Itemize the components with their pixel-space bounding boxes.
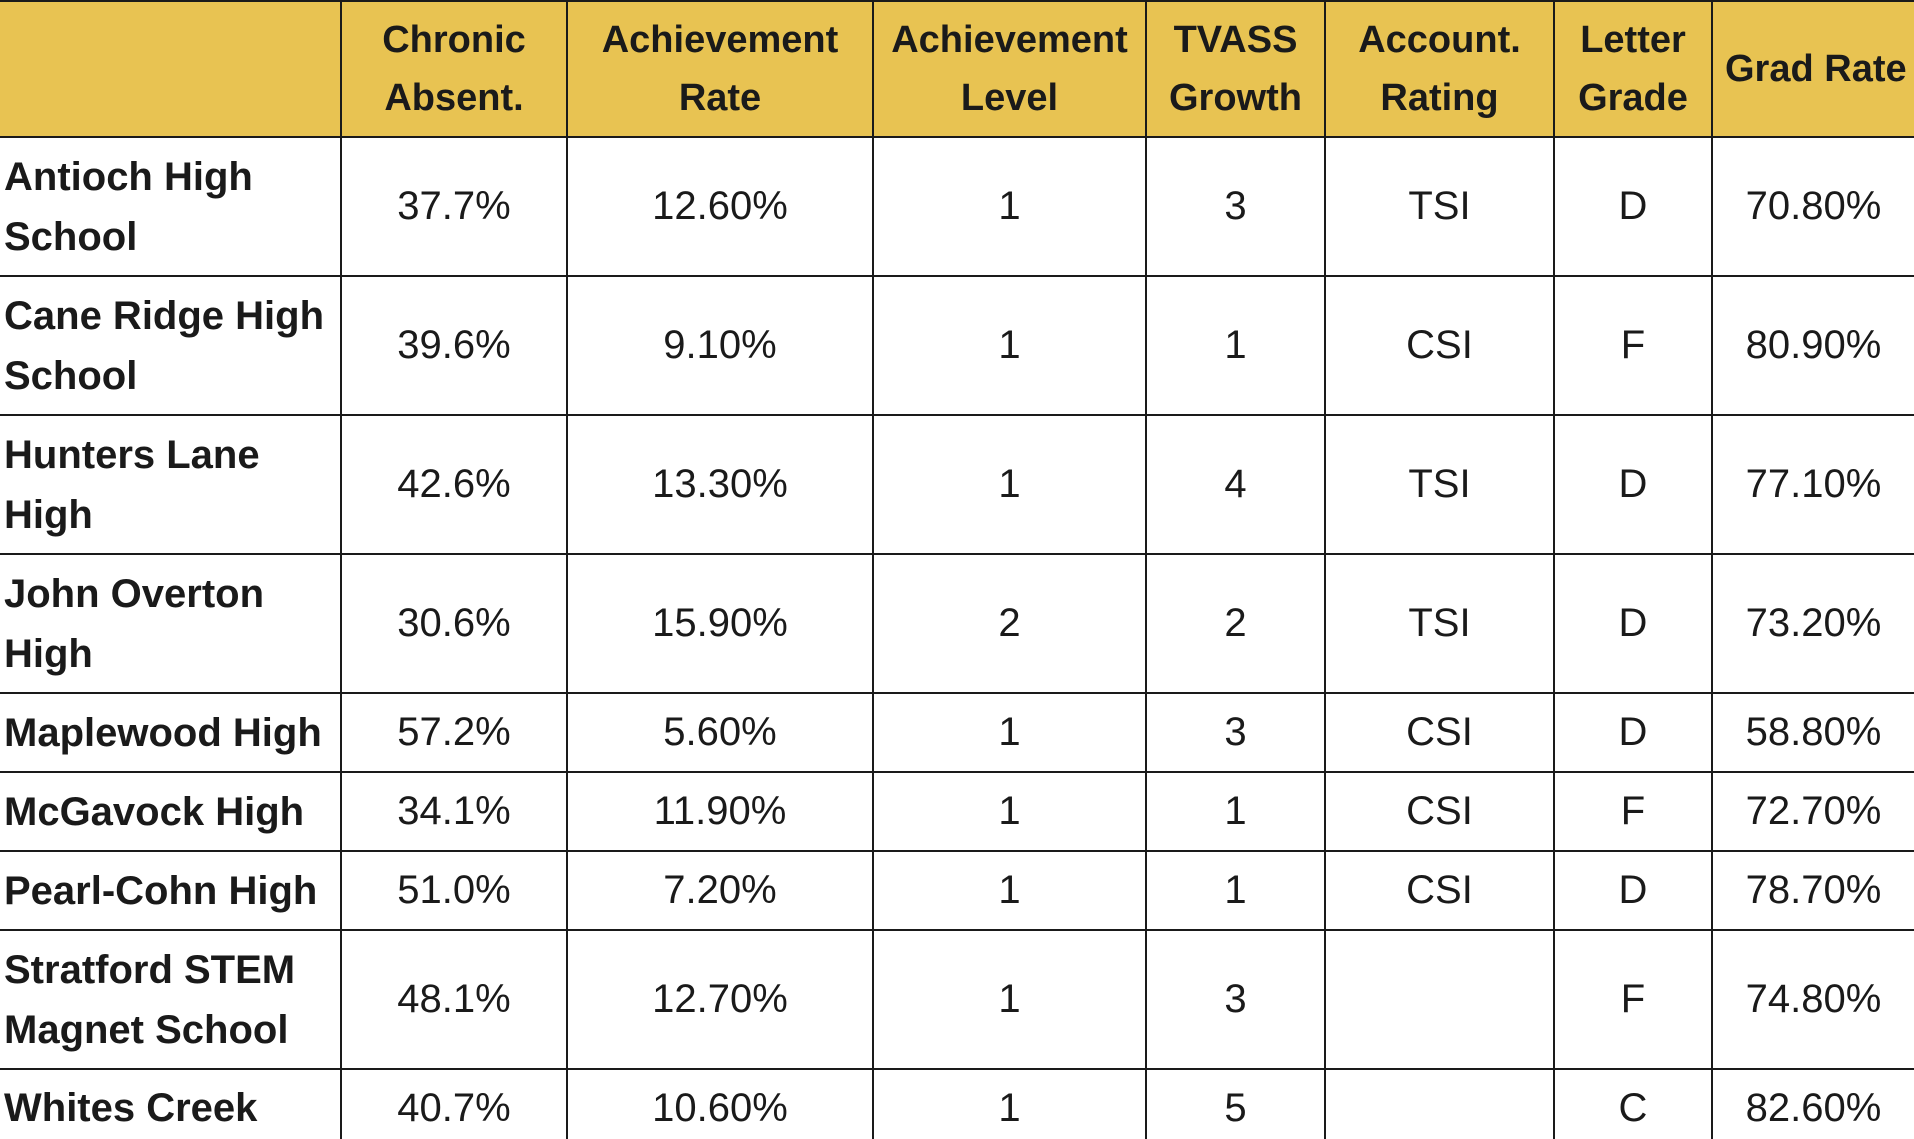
cell-letter-grade: F (1553, 771, 1713, 852)
cell-account-rating: CSI (1324, 692, 1555, 773)
header-account-rating: Account. Rating (1324, 0, 1555, 138)
school-name: John Overton High (0, 553, 342, 694)
cell-achievement-level: 2 (872, 553, 1147, 694)
cell-tvass-growth: 4 (1145, 414, 1326, 555)
cell-chronic-absent: 48.1% (340, 929, 568, 1070)
header-achievement-level: Achievement Level (872, 0, 1147, 138)
cell-letter-grade: D (1553, 414, 1713, 555)
table-row: Maplewood High 57.2% 5.60% 1 3 CSI D 58.… (0, 692, 1914, 773)
school-name: Cane Ridge High School (0, 275, 342, 416)
header-achievement-rate: Achievement Rate (566, 0, 874, 138)
header-grad-rate: Grad Rate (1711, 0, 1914, 138)
cell-achievement-level: 1 (872, 850, 1147, 931)
cell-letter-grade: F (1553, 929, 1713, 1070)
school-name: Stratford STEM Magnet School (0, 929, 342, 1070)
cell-achievement-rate: 10.60% (566, 1068, 874, 1139)
cell-letter-grade: C (1553, 1068, 1713, 1139)
cell-achievement-rate: 12.60% (566, 136, 874, 277)
cell-grad-rate: 80.90% (1711, 275, 1914, 416)
cell-achievement-level: 1 (872, 771, 1147, 852)
school-name: Pearl-Cohn High (0, 850, 342, 931)
cell-achievement-rate: 11.90% (566, 771, 874, 852)
cell-account-rating: TSI (1324, 136, 1555, 277)
header-row: Chronic Absent. Achievement Rate Achieveme… (0, 0, 1914, 138)
cell-grad-rate: 74.80% (1711, 929, 1914, 1070)
cell-achievement-level: 1 (872, 414, 1147, 555)
cell-account-rating (1324, 1068, 1555, 1139)
cell-tvass-growth: 2 (1145, 553, 1326, 694)
cell-tvass-growth: 1 (1145, 275, 1326, 416)
header-school (0, 0, 342, 138)
school-name: Hunters Lane High (0, 414, 342, 555)
header-chronic-absent: Chronic Absent. (340, 0, 568, 138)
cell-letter-grade: D (1553, 553, 1713, 694)
school-name: Antioch High School (0, 136, 342, 277)
cell-account-rating: TSI (1324, 553, 1555, 694)
cell-grad-rate: 70.80% (1711, 136, 1914, 277)
cell-chronic-absent: 37.7% (340, 136, 568, 277)
cell-tvass-growth: 1 (1145, 771, 1326, 852)
cell-chronic-absent: 39.6% (340, 275, 568, 416)
cell-achievement-rate: 15.90% (566, 553, 874, 694)
cell-achievement-rate: 9.10% (566, 275, 874, 416)
header-tvass-growth: TVASS Growth (1145, 0, 1326, 138)
cell-grad-rate: 73.20% (1711, 553, 1914, 694)
cell-achievement-level: 1 (872, 275, 1147, 416)
cell-chronic-absent: 57.2% (340, 692, 568, 773)
cell-tvass-growth: 3 (1145, 136, 1326, 277)
table-row: Antioch High School 37.7% 12.60% 1 3 TSI … (0, 136, 1914, 277)
cell-achievement-rate: 7.20% (566, 850, 874, 931)
cell-achievement-level: 1 (872, 692, 1147, 773)
table-row: John Overton High 30.6% 15.90% 2 2 TSI D … (0, 553, 1914, 694)
header-letter-grade: Letter Grade (1553, 0, 1713, 138)
cell-achievement-rate: 13.30% (566, 414, 874, 555)
cell-tvass-growth: 3 (1145, 929, 1326, 1070)
table-row: Stratford STEM Magnet School 48.1% 12.70%… (0, 929, 1914, 1070)
cell-letter-grade: F (1553, 275, 1713, 416)
table-row: Hunters Lane High 42.6% 13.30% 1 4 TSI D … (0, 414, 1914, 555)
table-row: Whites Creek 40.7% 10.60% 1 5 C 82.60% (0, 1068, 1914, 1139)
cell-letter-grade: D (1553, 136, 1713, 277)
table-row: Cane Ridge High School 39.6% 9.10% 1 1 CS… (0, 275, 1914, 416)
cell-account-rating: TSI (1324, 414, 1555, 555)
cell-letter-grade: D (1553, 692, 1713, 773)
cell-account-rating: CSI (1324, 771, 1555, 852)
cell-tvass-growth: 1 (1145, 850, 1326, 931)
table-row: Pearl-Cohn High 51.0% 7.20% 1 1 CSI D 78… (0, 850, 1914, 931)
cell-grad-rate: 58.80% (1711, 692, 1914, 773)
cell-grad-rate: 77.10% (1711, 414, 1914, 555)
school-name: Maplewood High (0, 692, 342, 773)
cell-chronic-absent: 30.6% (340, 553, 568, 694)
cell-achievement-level: 1 (872, 1068, 1147, 1139)
cell-achievement-rate: 12.70% (566, 929, 874, 1070)
cell-account-rating (1324, 929, 1555, 1070)
table-row: McGavock High 34.1% 11.90% 1 1 CSI F 72.… (0, 771, 1914, 852)
cell-chronic-absent: 42.6% (340, 414, 568, 555)
cell-tvass-growth: 3 (1145, 692, 1326, 773)
cell-grad-rate: 82.60% (1711, 1068, 1914, 1139)
school-name: McGavock High (0, 771, 342, 852)
cell-chronic-absent: 34.1% (340, 771, 568, 852)
cell-grad-rate: 72.70% (1711, 771, 1914, 852)
cell-achievement-rate: 5.60% (566, 692, 874, 773)
cell-achievement-level: 1 (872, 929, 1147, 1070)
cell-grad-rate: 78.70% (1711, 850, 1914, 931)
cell-account-rating: CSI (1324, 850, 1555, 931)
school-name: Whites Creek (0, 1068, 342, 1139)
cell-chronic-absent: 51.0% (340, 850, 568, 931)
cell-achievement-level: 1 (872, 136, 1147, 277)
cell-account-rating: CSI (1324, 275, 1555, 416)
cell-tvass-growth: 5 (1145, 1068, 1326, 1139)
cell-chronic-absent: 40.7% (340, 1068, 568, 1139)
cell-letter-grade: D (1553, 850, 1713, 931)
